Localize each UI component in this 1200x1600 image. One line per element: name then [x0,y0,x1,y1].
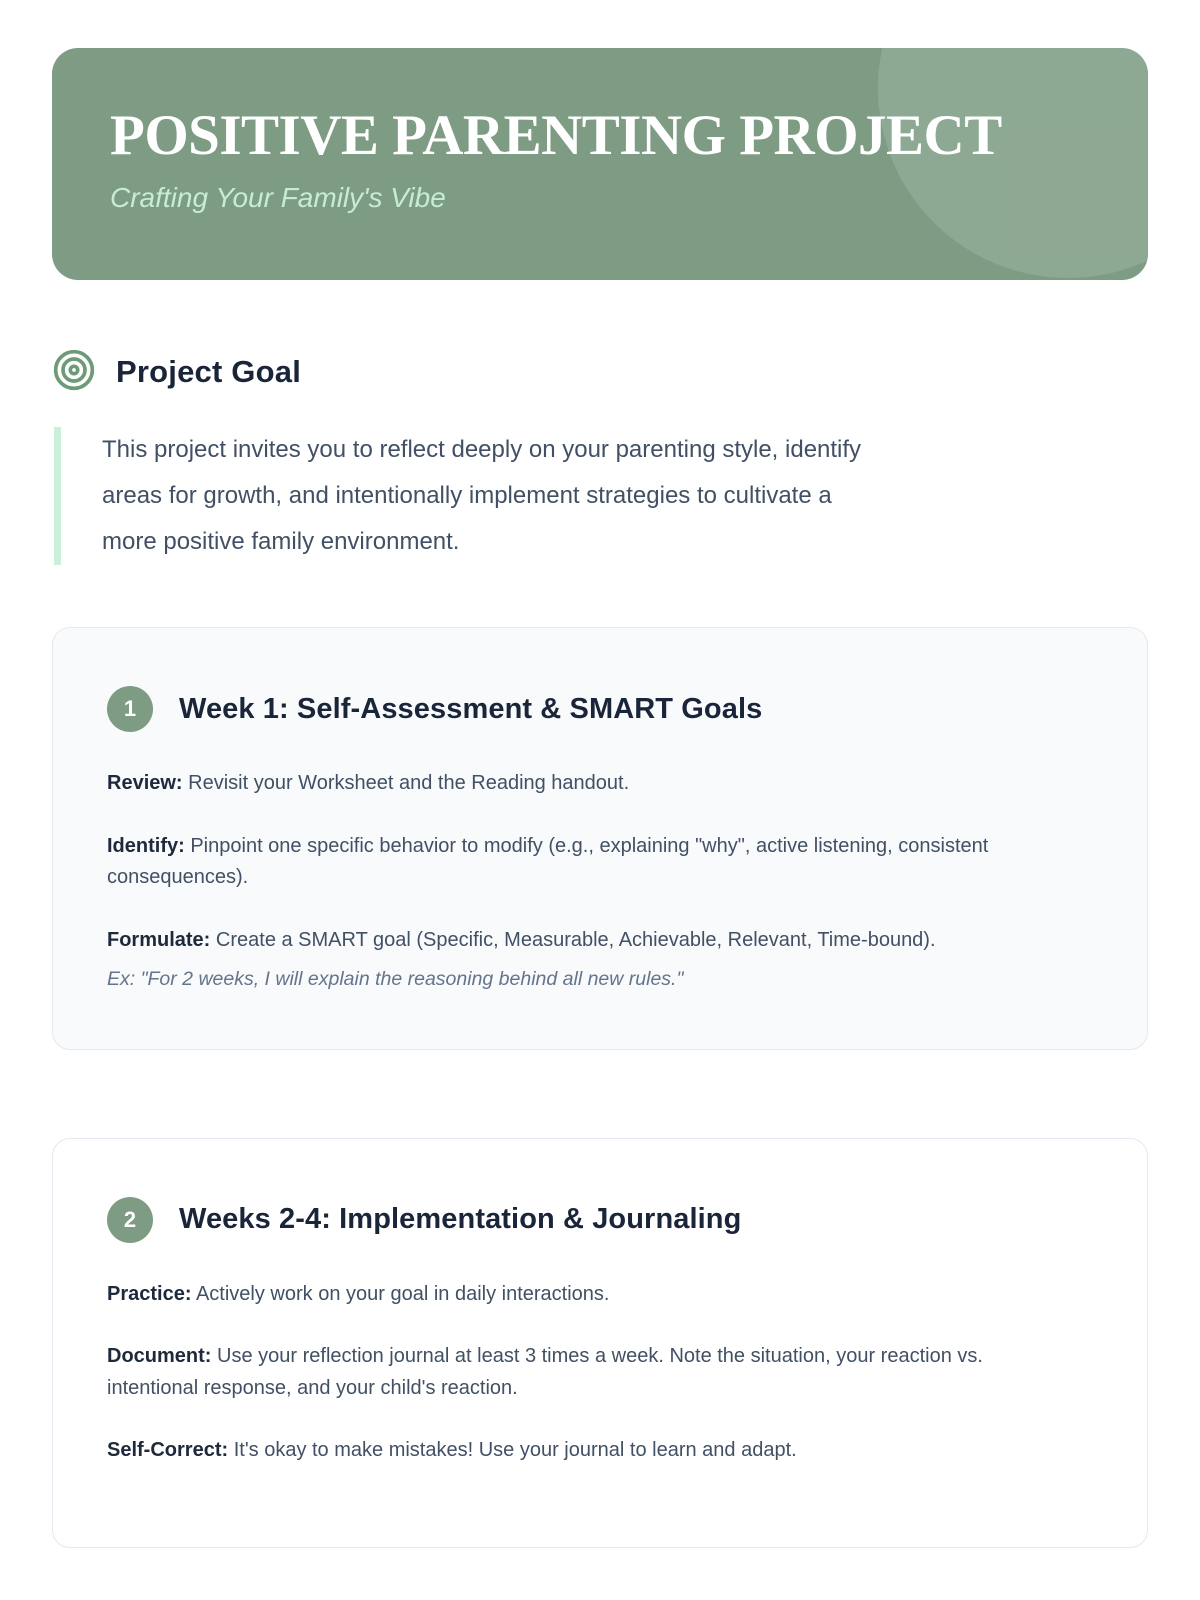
week-1-card-body: Review: Revisit your Worksheet and the R… [107,768,1075,995]
step-label: Review: [107,772,183,795]
weeks-2-4-card-header: 2 Weeks 2-4: Implementation & Journaling [107,1196,1093,1243]
step-label: Self-Correct: [107,1439,229,1462]
weeks-2-4-card-title: Weeks 2-4: Implementation & Journaling [179,1203,742,1236]
smart-goal-example: Ex: "For 2 weeks, I will explain the rea… [107,968,684,991]
step-identify: Identify: Pinpoint one specific behavior… [107,831,1075,894]
week-1-card-header: 1 Week 1: Self-Assessment & SMART Goals [107,686,1093,733]
page-title: POSITIVE PARENTING PROJECT [110,104,1002,167]
step-document: Document: Use your reflection journal at… [107,1341,1075,1404]
project-goal-section: Project Goal This project invites you to… [52,348,1148,566]
step-label: Document: [107,1345,212,1368]
weeks-2-4-card-body: Practice: Actively work on your goal in … [107,1279,1075,1467]
step-label: Identify: [107,834,185,857]
page-subtitle: Crafting Your Family's Vibe [110,181,446,213]
week-1-card: 1 Week 1: Self-Assessment & SMART Goals … [52,627,1148,1050]
step-practice: Practice: Actively work on your goal in … [107,1279,1075,1311]
project-goal-heading: Project Goal [52,348,1148,397]
target-icon [52,348,96,397]
step-text: Pinpoint one specific behavior to modify… [107,834,989,889]
step-formulate: Formulate: Create a SMART goal (Specific… [107,925,1075,957]
step-text: It's okay to make mistakes! Use your jou… [233,1439,797,1462]
step-text: Actively work on your goal in daily inte… [195,1282,610,1305]
project-goal-title: Project Goal [116,354,302,390]
project-goal-quote: This project invites you to reflect deep… [54,426,1084,566]
week-1-card-title: Week 1: Self-Assessment & SMART Goals [179,692,763,725]
step-number-badge: 1 [107,686,153,733]
step-review: Review: Revisit your Worksheet and the R… [107,768,1075,800]
step-number-badge: 2 [107,1196,153,1243]
step-label: Practice: [107,1282,192,1305]
weeks-2-4-card: 2 Weeks 2-4: Implementation & Journaling… [52,1137,1148,1549]
page: POSITIVE PARENTING PROJECT Crafting Your… [52,48,1148,1549]
step-label: Formulate: [107,928,211,951]
header-banner: POSITIVE PARENTING PROJECT Crafting Your… [52,48,1148,280]
step-self-correct: Self-Correct: It's okay to make mistakes… [107,1435,1075,1467]
step-text: Create a SMART goal (Specific, Measurabl… [215,928,936,951]
step-text: Revisit your Worksheet and the Reading h… [188,772,630,795]
step-text: Use your reflection journal at least 3 t… [107,1345,983,1399]
